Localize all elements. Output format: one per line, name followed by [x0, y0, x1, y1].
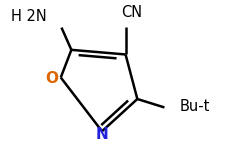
- Text: CN: CN: [121, 5, 142, 20]
- Text: H 2N: H 2N: [11, 9, 47, 24]
- Text: N: N: [96, 127, 108, 142]
- Text: Bu-t: Bu-t: [180, 99, 210, 114]
- Text: O: O: [45, 71, 58, 86]
